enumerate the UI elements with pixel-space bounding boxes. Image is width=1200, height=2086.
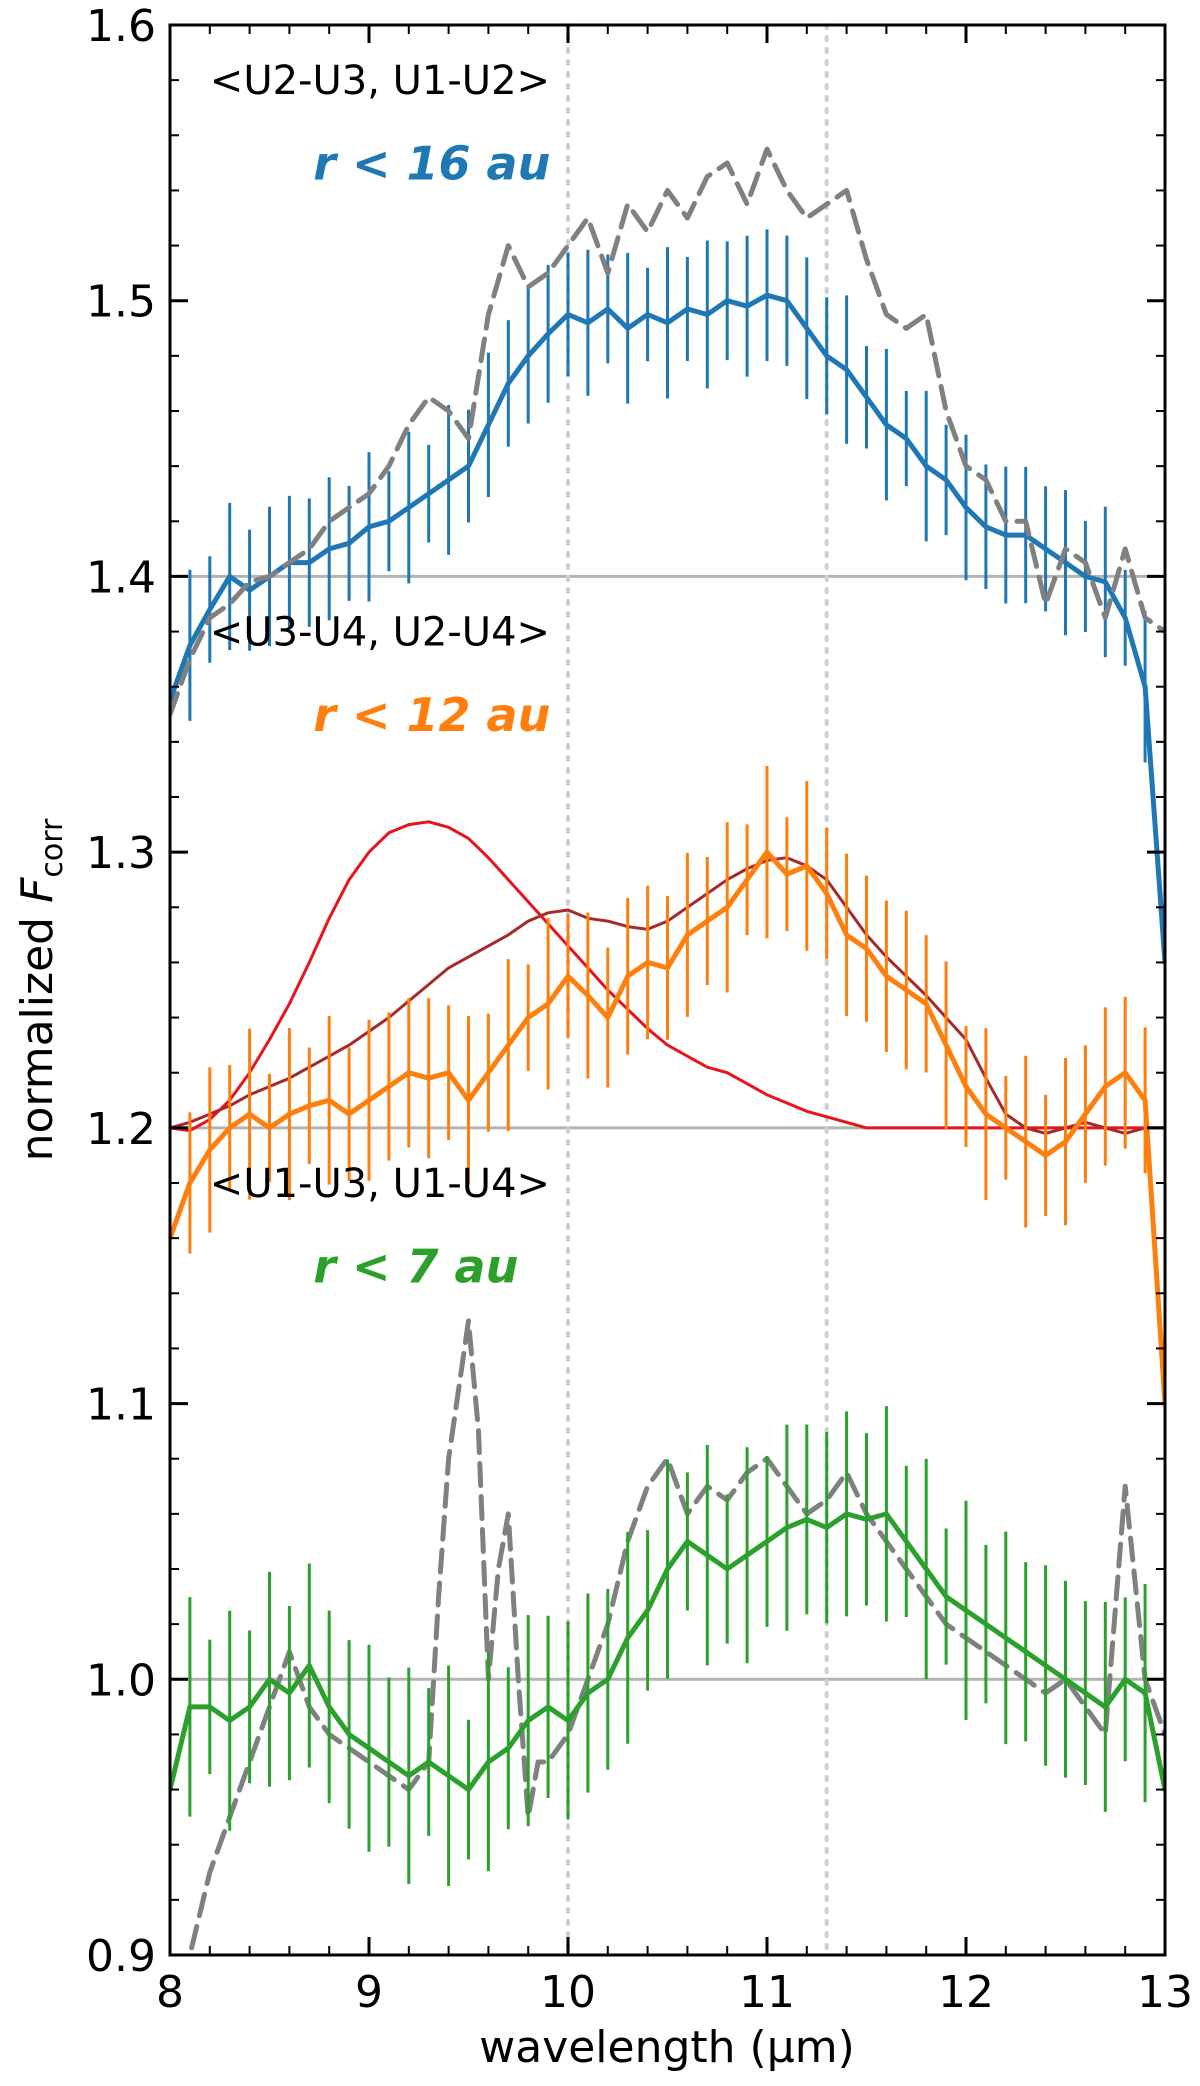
series-5	[187, 1318, 1165, 1955]
series-line-0	[170, 292, 1165, 965]
x-tick-label-2: 10	[540, 1967, 596, 2018]
y-tick-label-3: 1.2	[86, 1104, 156, 1155]
annotation-0: <U2-U3, U1-U2>	[210, 58, 550, 104]
series-line-5	[187, 1318, 1165, 1955]
y-axis-label-sub: corr	[35, 818, 70, 878]
y-tick-label-0: 0.9	[86, 1931, 156, 1982]
series-line-2	[170, 820, 1165, 1133]
x-tick-label-1: 9	[355, 1967, 383, 2018]
annotation-1: r < 16 au	[313, 136, 550, 190]
annotation-4: <U1-U3, U1-U4>	[210, 1161, 550, 1207]
series-4	[170, 765, 1165, 1485]
y-axis-label-var: F	[12, 877, 63, 903]
series-6	[170, 1406, 1165, 1887]
series-2	[170, 820, 1165, 1133]
x-tick-label-3: 11	[739, 1967, 795, 2018]
y-tick-label-2: 1.1	[86, 1380, 156, 1431]
series-1	[170, 146, 1165, 717]
plot-frame	[168, 23, 1167, 1957]
y-tick-label-7: 1.6	[86, 1, 156, 52]
y-axis-label: normalized Fcorr	[12, 818, 70, 1161]
y-axis-label-prefix: normalized	[12, 903, 63, 1161]
y-tick-label-4: 1.3	[86, 828, 156, 879]
x-tick-label-4: 12	[938, 1967, 994, 2018]
annotation-5: r < 7 au	[313, 1239, 518, 1293]
series-0	[170, 229, 1165, 1014]
y-tick-label-5: 1.4	[86, 552, 156, 603]
axis-ticks: 8 9 10 11 12 13 0.9 1.0 1.1 1.2 1.3 1.4 1.5 1.6	[86, 1, 1193, 2018]
x-axis-label: wavelength (μm)	[479, 2022, 854, 2073]
plot-border	[168, 23, 1167, 1957]
annotation-3: r < 12 au	[313, 688, 550, 742]
annotations-group: <U2-U3, U1-U2> r < 16 au <U3-U4, U2-U4> r <…	[210, 58, 551, 1293]
x-tick-label-5: 13	[1137, 1967, 1193, 2018]
y-tick-label-6: 1.5	[86, 277, 156, 328]
series-line-1	[170, 146, 1165, 717]
series-line-4	[170, 849, 1165, 1407]
series-line-6	[170, 1511, 1165, 1793]
data-series-group	[170, 146, 1165, 1955]
x-tick-label-0: 8	[156, 1967, 184, 2018]
y-tick-label-1: 1.0	[86, 1655, 156, 1706]
annotation-2: <U3-U4, U2-U4>	[210, 609, 550, 655]
